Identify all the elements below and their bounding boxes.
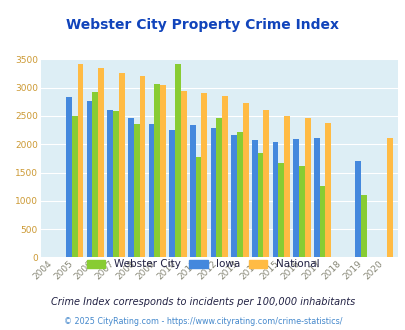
Bar <box>292 139 298 257</box>
Bar <box>160 85 166 257</box>
Bar <box>139 76 145 257</box>
Bar <box>298 166 304 257</box>
Text: © 2025 CityRating.com - https://www.cityrating.com/crime-statistics/: © 2025 CityRating.com - https://www.city… <box>64 317 341 326</box>
Bar <box>354 161 360 257</box>
Bar <box>216 118 222 257</box>
Bar <box>180 90 186 257</box>
Bar <box>190 125 195 257</box>
Bar <box>113 112 119 257</box>
Bar <box>304 118 310 257</box>
Bar <box>107 110 113 257</box>
Bar <box>257 153 263 257</box>
Bar <box>98 68 104 257</box>
Bar <box>319 185 324 257</box>
Bar <box>277 163 284 257</box>
Bar <box>154 84 160 257</box>
Bar <box>231 135 237 257</box>
Text: Crime Index corresponds to incidents per 100,000 inhabitants: Crime Index corresponds to incidents per… <box>51 297 354 307</box>
Bar <box>360 195 366 257</box>
Bar <box>201 93 207 257</box>
Bar <box>86 101 92 257</box>
Bar <box>272 142 277 257</box>
Bar <box>148 124 154 257</box>
Bar <box>210 128 216 257</box>
Bar <box>92 92 98 257</box>
Bar <box>263 110 269 257</box>
Bar <box>251 140 257 257</box>
Bar <box>324 123 330 257</box>
Bar <box>222 96 227 257</box>
Text: Webster City Property Crime Index: Webster City Property Crime Index <box>66 18 339 32</box>
Bar <box>133 124 139 257</box>
Legend: Webster City, Iowa, National: Webster City, Iowa, National <box>82 255 323 274</box>
Bar <box>195 157 201 257</box>
Bar <box>77 64 83 257</box>
Bar <box>66 97 72 257</box>
Bar <box>128 118 133 257</box>
Bar <box>169 130 175 257</box>
Bar <box>386 138 392 257</box>
Bar <box>119 73 124 257</box>
Bar <box>284 116 289 257</box>
Bar <box>237 132 242 257</box>
Bar <box>313 138 319 257</box>
Bar <box>72 116 77 257</box>
Bar <box>242 103 248 257</box>
Bar <box>175 64 180 257</box>
